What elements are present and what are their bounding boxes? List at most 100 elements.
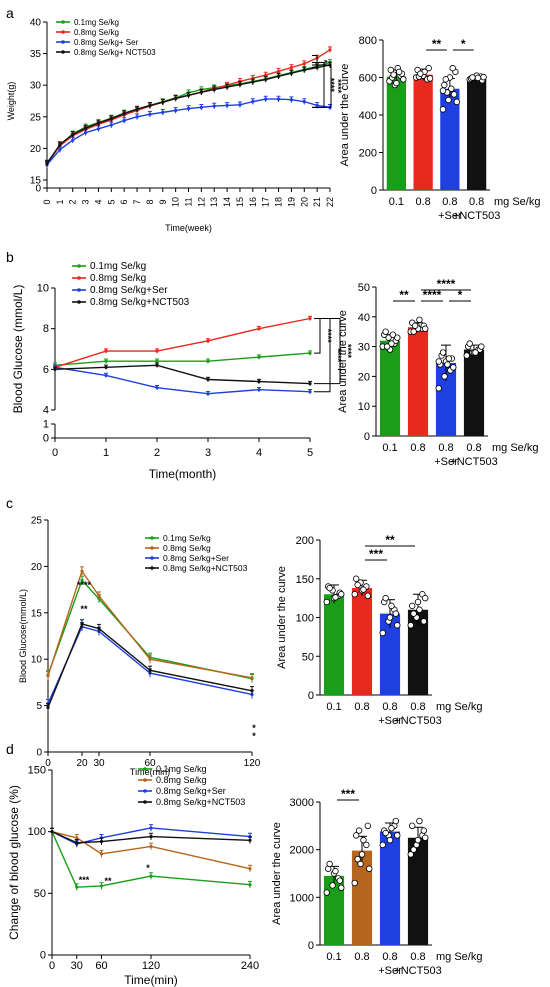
b_line-legend-label: 0.1mg Se/kg bbox=[90, 261, 146, 272]
b_bar-y-tick-label: 20 bbox=[358, 371, 370, 383]
c_bar-data-point bbox=[420, 618, 428, 625]
d_bar-bar-3 bbox=[407, 837, 429, 945]
c_line-legend-marker bbox=[150, 556, 154, 560]
a_bar-category-sublabel: +NCT503 bbox=[453, 210, 500, 222]
b_line-point bbox=[257, 355, 261, 359]
a_line-x-tick-label: 5 bbox=[106, 199, 116, 204]
c_bar-data-point bbox=[332, 594, 339, 601]
b_bar-y-tick-label: 30 bbox=[358, 342, 370, 354]
b_line-legend-marker bbox=[77, 288, 81, 292]
c_line-legend-label: 0.8mg Se/kg+Ser bbox=[163, 553, 229, 563]
d_line-x-tick-label: 0 bbox=[49, 960, 55, 972]
a_bar-y-tick-label: 200 bbox=[359, 148, 377, 160]
a_line-x-tick-label: 3 bbox=[81, 199, 91, 204]
b_line-point bbox=[155, 349, 159, 353]
c_bar-category-sublabel: +NCT503 bbox=[394, 715, 441, 727]
d_bar-y-tick-label: 0 bbox=[308, 940, 314, 952]
b_line-legend-marker bbox=[77, 276, 81, 280]
a_line-x-axis-label: Time(week) bbox=[165, 223, 212, 233]
a_line-x-tick-label: 4 bbox=[93, 199, 103, 204]
b_line-point bbox=[155, 363, 159, 367]
c_bar-data-point bbox=[379, 629, 386, 637]
d_line-legend-label: 0.8mg Se/kg+Ser bbox=[156, 786, 226, 796]
c_bar-data-point bbox=[394, 622, 401, 629]
b_line-point bbox=[104, 373, 108, 378]
b_bar-unit-label: mg Se/kg bbox=[492, 442, 538, 454]
a_line-point bbox=[238, 82, 242, 87]
c_line-legend-label: 0.8mg Se/kg bbox=[163, 543, 211, 553]
b_bar-comparison-label: * bbox=[458, 288, 463, 302]
a_line-x-tick-label: 1 bbox=[55, 199, 65, 204]
d_bar-data-point bbox=[382, 829, 389, 837]
a_line-point bbox=[109, 117, 113, 121]
d_bar-data-point bbox=[329, 882, 336, 889]
c_line-x-tick-label: 120 bbox=[244, 758, 261, 769]
d_line-annotation: ** bbox=[104, 876, 112, 886]
c_bar-data-point bbox=[388, 602, 395, 610]
b_bar-data-point bbox=[435, 385, 442, 392]
a_line-point bbox=[225, 103, 229, 108]
b_line-series-line-2 bbox=[54, 366, 311, 395]
c_bar-data-point bbox=[410, 610, 417, 617]
a_bar-data-point bbox=[400, 76, 407, 83]
a_line-point bbox=[251, 100, 255, 104]
a_line-y-tick-label: 30 bbox=[30, 81, 42, 92]
a_bar-data-point bbox=[449, 64, 456, 72]
a_line-legend-marker bbox=[61, 50, 65, 54]
d_line-y-tick-label: 100 bbox=[28, 826, 46, 838]
a_line-point bbox=[289, 65, 294, 70]
a_line-point bbox=[276, 74, 281, 78]
b_bar-y-tick-label: 10 bbox=[358, 401, 370, 413]
a_line-point bbox=[122, 118, 126, 123]
a_line-legend-label: 0.8mg Se/kg+ Ser bbox=[74, 38, 139, 47]
d_line-point bbox=[75, 885, 79, 889]
d_bar-category-label: 0.8 bbox=[382, 951, 397, 963]
b_line-series-line-3 bbox=[54, 364, 311, 385]
c_bar-category-label: 0.1 bbox=[326, 701, 341, 713]
a_bar-data-point bbox=[393, 79, 400, 87]
d_bar-category-sublabel: +NCT503 bbox=[394, 965, 441, 977]
c_bar-data-point bbox=[407, 622, 414, 629]
b_line-point bbox=[206, 392, 210, 396]
b_bar-category-label: 0.8 bbox=[438, 442, 453, 454]
c_bar-data-point bbox=[351, 591, 358, 598]
b_bar-data-point bbox=[383, 343, 391, 350]
c_bar-category-label: 0.8 bbox=[354, 701, 369, 713]
d_line-point bbox=[99, 852, 104, 856]
b_bar-y-tick-label: 0 bbox=[364, 431, 370, 443]
a_bar-comparison-label: ** bbox=[432, 37, 442, 51]
a_line-point bbox=[186, 106, 191, 111]
c_bar-category-label: 0.8 bbox=[410, 701, 425, 713]
a_line-x-tick-label: 22 bbox=[325, 197, 335, 207]
d_line-point bbox=[99, 884, 104, 888]
d_bar-data-point bbox=[366, 865, 373, 872]
a_line-point bbox=[83, 131, 88, 135]
a_line-x-tick-label: 18 bbox=[274, 197, 284, 207]
b_line-point bbox=[257, 388, 261, 392]
b_line-point bbox=[206, 359, 210, 363]
a_line-point bbox=[148, 103, 152, 108]
d_bar-bar-2 bbox=[379, 831, 401, 945]
b_line-series-line-0 bbox=[54, 352, 311, 366]
b_line-point bbox=[308, 390, 312, 394]
a_line-x-tick-label: 15 bbox=[235, 197, 245, 207]
a_bar-bar-3 bbox=[466, 77, 487, 190]
d_line-point bbox=[75, 836, 79, 840]
a_line-point bbox=[264, 73, 268, 77]
d_bar-data-point bbox=[420, 827, 428, 834]
c_line-point bbox=[250, 689, 254, 693]
a_line-point bbox=[225, 85, 229, 89]
c_bar-data-point bbox=[326, 584, 333, 592]
a_line-point bbox=[174, 108, 178, 113]
c_bar-y-tick-label: 150 bbox=[296, 574, 314, 586]
c_bar-y-tick-label: 100 bbox=[296, 613, 314, 625]
d_bar-data-point bbox=[336, 877, 344, 884]
a_line-point bbox=[264, 97, 268, 101]
d_line-legend-marker bbox=[143, 778, 147, 782]
b_bar-data-point bbox=[394, 334, 401, 341]
b_bar-category-sublabel: +NCT503 bbox=[450, 456, 497, 468]
b_line-y-tick-label: 1 bbox=[43, 419, 49, 431]
b_bar-data-point bbox=[411, 322, 419, 329]
b_bar-data-point bbox=[416, 316, 423, 323]
